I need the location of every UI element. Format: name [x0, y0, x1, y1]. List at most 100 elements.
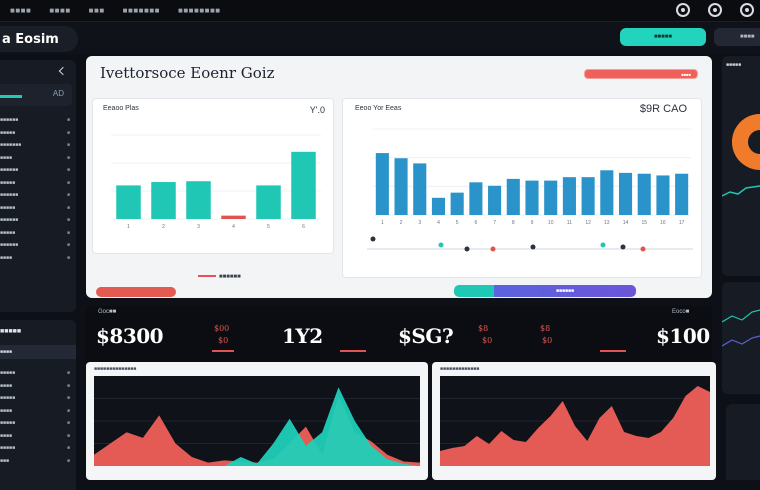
- area-series: [440, 386, 710, 466]
- tick-label: 3: [197, 224, 200, 230]
- kpi-value: $100: [656, 324, 710, 348]
- progress-gradient-label: ■■■■■■: [555, 288, 575, 294]
- data-point: [620, 244, 626, 250]
- list-item-value: ■: [66, 154, 70, 161]
- list-item-label: ■■■■■: [0, 420, 16, 427]
- right-panel-mid: [722, 282, 760, 394]
- kpi-label: Eoco■: [672, 309, 690, 315]
- menu-item[interactable]: ■■■■: [49, 6, 71, 15]
- bar: [221, 215, 246, 219]
- list-item[interactable]: ■■■■ ■: [0, 252, 76, 265]
- list-item[interactable]: ■■■■ ■: [0, 430, 76, 443]
- menu-item[interactable]: ■■■■: [10, 6, 32, 15]
- list-item[interactable]: ■■■■■ ■: [0, 177, 76, 190]
- list-item[interactable]: ■■■■■■ ■: [0, 239, 76, 252]
- record-icon[interactable]: [676, 3, 690, 17]
- list-item[interactable]: ■■■■■ ■: [0, 227, 76, 240]
- eye-dot: [713, 8, 717, 12]
- bar: [656, 175, 670, 215]
- secondary-action-label: ■■■■: [740, 34, 755, 40]
- tick-label: 13: [604, 220, 610, 226]
- tick-label: 17: [679, 220, 685, 226]
- bar: [394, 158, 408, 215]
- list-item[interactable]: ■■■■ ■: [0, 380, 76, 393]
- list-item-value: ■: [66, 117, 70, 124]
- bar: [151, 182, 176, 219]
- bar: [562, 177, 576, 215]
- sidebar-secondary-band-label: ■■■■: [0, 349, 13, 355]
- bar: [488, 185, 502, 215]
- bar: [431, 197, 446, 215]
- list-item[interactable]: ■■■■■■ ■: [0, 214, 76, 227]
- sidebar-secondary-band[interactable]: ■■■■: [0, 345, 76, 359]
- list-item[interactable]: ■■■■■■■ ■: [0, 139, 76, 152]
- list-item[interactable]: ■■■■ ■: [0, 405, 76, 418]
- kpi-value: $8300: [96, 324, 164, 348]
- chart-a-svg: 1 2 3 4 5 6: [111, 134, 321, 230]
- list-item-value: ■: [66, 204, 70, 211]
- secondary-action-button[interactable]: ■■■■: [714, 28, 760, 46]
- sidebar-header: [0, 66, 70, 80]
- alert-pill-label: ■■■■: [681, 71, 691, 77]
- tick-label: 2: [400, 220, 403, 226]
- right-column: ■■■■■: [722, 56, 760, 480]
- menu-item[interactable]: ■■■■■■■: [122, 6, 160, 15]
- kpi-trend-line: [340, 350, 366, 352]
- list-item[interactable]: ■■■■■ ■: [0, 367, 76, 380]
- list-item-label: ■■■■■■: [0, 117, 19, 124]
- bar: [291, 151, 316, 219]
- left-sidebar-secondary: ■■■■■ ■■■■ ■■■■■ ■ ■■■■ ■ ■■■■■ ■ ■■■■ ■ ■■■■■ ■ ■…: [0, 320, 76, 490]
- list-item-label: ■■■■■■: [0, 242, 19, 249]
- top-menu-bar: ■■■■ ■■■■ ■■■ ■■■■■■■ ■■■■■■■■: [0, 0, 760, 22]
- bar-chart-a: Eeaoo Plas Y'.0 1 2 3 4 5 6: [92, 98, 334, 254]
- list-item[interactable]: ■■■■ ■: [0, 152, 76, 165]
- data-point: [640, 246, 646, 252]
- list-item[interactable]: ■■■ ■: [0, 455, 76, 468]
- right-panel-bottom: [726, 404, 760, 480]
- list-item[interactable]: ■■■■■ ■: [0, 417, 76, 430]
- chart-b-svg: 1 2 3 4 5 6 7 8 9 10 11 12 13 14 15 16 17: [367, 128, 693, 252]
- tick-label: 1: [381, 220, 384, 226]
- window-icons: [676, 3, 754, 17]
- tick-label: 11: [567, 220, 572, 226]
- list-item-label: ■■■■■■: [0, 167, 19, 174]
- list-item[interactable]: ■■■■■ ■: [0, 202, 76, 215]
- eye-icon[interactable]: [708, 3, 722, 17]
- list-item-label: ■■■■■: [0, 129, 16, 136]
- menu-item[interactable]: ■■■■■■■■: [177, 6, 221, 15]
- list-item[interactable]: ■■■■■■ ■: [0, 114, 76, 127]
- settings-dot: [745, 8, 749, 12]
- progress-gradient-bar[interactable]: ■■■■■■: [454, 285, 636, 297]
- list-item[interactable]: ■■■■■ ■: [0, 127, 76, 140]
- data-point: [530, 244, 536, 250]
- brand-title: a Eosim: [2, 31, 59, 47]
- list-item-label: ■■■■: [0, 432, 13, 439]
- right-sparkline: [722, 185, 760, 197]
- area-chart-a-title: ■■■■■■■■■■■■■■: [94, 366, 137, 372]
- right-mid-svg: [722, 309, 760, 347]
- list-item-label: ■■■■■: [0, 204, 16, 211]
- alert-pill[interactable]: ■■■■: [584, 69, 698, 79]
- progress-red-bar: [96, 287, 176, 297]
- settings-icon[interactable]: [740, 3, 754, 17]
- list-item-value: ■: [66, 192, 70, 199]
- list-item[interactable]: ■■■■■ ■: [0, 392, 76, 405]
- tick-label: 12: [585, 220, 591, 226]
- list-item[interactable]: ■■■■■■ ■: [0, 164, 76, 177]
- tick-label: 15: [641, 220, 647, 226]
- list-item[interactable]: ■■■■■ ■: [0, 442, 76, 455]
- primary-action-button[interactable]: ■■■■■: [620, 28, 706, 46]
- right-panel-title: ■■■■■: [726, 62, 742, 68]
- list-item-label: ■■■■■: [0, 445, 16, 452]
- kpi-label: Goc■■: [98, 309, 117, 315]
- main-footer-text: ■■■■■■: [198, 274, 241, 280]
- brand-tab[interactable]: a Eosim: [0, 26, 78, 52]
- list-item-value: ■: [66, 395, 70, 402]
- bar: [469, 182, 483, 215]
- bar: [637, 173, 651, 215]
- list-item-value: ■: [66, 229, 70, 236]
- kpi-strip: Goc■■ $8300 $00 $0 1Y2 $SG? $8 $0 $8 $0 …: [86, 306, 712, 362]
- chevron-left-icon[interactable]: [58, 66, 68, 76]
- list-item[interactable]: ■■■■■■ ■: [0, 189, 76, 202]
- menu-item[interactable]: ■■■: [88, 6, 105, 15]
